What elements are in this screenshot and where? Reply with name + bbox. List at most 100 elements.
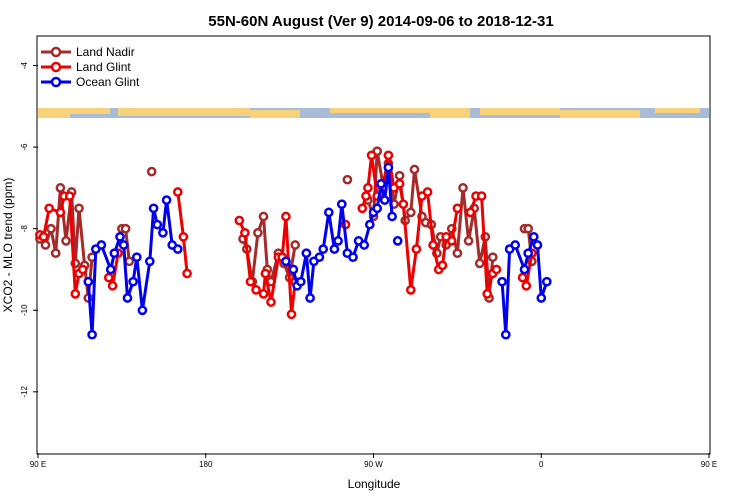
data-point-land-nadir xyxy=(452,248,463,259)
legend-label-land-glint: Land Glint xyxy=(76,60,131,74)
data-point-ocean-glint xyxy=(383,162,394,173)
data-point-ocean-glint xyxy=(288,264,299,275)
data-point-ocean-glint xyxy=(131,252,142,263)
data-point-ocean-glint xyxy=(152,219,163,230)
data-point-land-nadir xyxy=(124,256,135,267)
data-point-land-glint xyxy=(240,227,250,238)
data-point-ocean-glint xyxy=(532,240,543,250)
data-point-ocean-glint xyxy=(523,248,534,259)
data-point-land-nadir xyxy=(50,248,61,259)
legend-item-ocean-glint: Ocean Glint xyxy=(41,75,140,89)
data-point-land-glint xyxy=(476,191,487,201)
data-point-land-glint xyxy=(70,289,81,299)
y-tick-label: -10 xyxy=(20,304,29,316)
data-point-land-glint xyxy=(521,280,532,291)
data-point-land-glint xyxy=(38,231,49,242)
data-point-ocean-glint xyxy=(158,227,168,238)
data-point-land-nadir xyxy=(458,183,468,193)
map-land-patch xyxy=(330,108,430,113)
data-point-ocean-glint xyxy=(295,276,306,287)
series-land-glint xyxy=(35,150,537,320)
data-point-land-nadir xyxy=(290,240,301,250)
data-point-ocean-glint xyxy=(96,240,107,250)
legend-label-ocean-glint: Ocean Glint xyxy=(76,75,140,89)
data-point-land-nadir xyxy=(74,203,84,214)
data-point-land-nadir xyxy=(55,183,66,193)
data-point-ocean-glint xyxy=(536,293,547,303)
data-point-ocean-glint xyxy=(105,264,116,275)
data-point-land-nadir xyxy=(487,252,498,263)
data-point-ocean-glint xyxy=(500,329,511,340)
data-point-ocean-glint xyxy=(379,195,390,205)
data-point-land-glint xyxy=(517,272,528,283)
data-point-land-glint xyxy=(366,150,377,161)
data-point-land-nadir xyxy=(523,223,534,234)
data-point-land-glint xyxy=(357,203,368,214)
data-point-ocean-glint xyxy=(392,236,403,246)
y-tick-label: -12 xyxy=(20,385,29,397)
data-point-ocean-glint xyxy=(87,329,97,340)
data-point-land-nadir xyxy=(146,166,157,177)
data-point-land-nadir xyxy=(40,240,51,250)
data-point-land-glint xyxy=(103,272,114,283)
data-point-ocean-glint xyxy=(333,236,343,246)
data-point-ocean-glint xyxy=(109,248,120,259)
x-axis-label: Longitude xyxy=(348,477,401,491)
data-point-land-glint xyxy=(77,264,88,275)
y-tick-label: -6 xyxy=(20,143,29,151)
data-point-land-nadir xyxy=(120,223,131,234)
x-tick-label: 90 E xyxy=(701,460,717,469)
data-point-land-nadir xyxy=(409,164,420,175)
data-point-land-nadir xyxy=(258,211,269,222)
data-point-ocean-glint xyxy=(301,248,312,259)
data-point-ocean-glint xyxy=(528,231,539,242)
series-ocean-glint xyxy=(83,162,552,340)
series-line-land-glint xyxy=(237,215,297,316)
data-point-land-nadir xyxy=(474,258,485,269)
data-point-land-glint xyxy=(428,240,438,250)
plot-area xyxy=(36,35,711,455)
data-point-land-nadir xyxy=(342,174,353,185)
data-point-land-glint xyxy=(258,289,269,299)
data-point-ocean-glint xyxy=(510,240,521,250)
data-point-ocean-glint xyxy=(281,256,291,267)
map-strip xyxy=(38,108,709,118)
data-point-land-glint xyxy=(286,309,297,320)
map-land-patch xyxy=(430,108,470,118)
data-point-land-glint xyxy=(266,297,276,307)
data-point-land-nadir xyxy=(394,170,405,181)
data-point-land-glint xyxy=(55,207,66,218)
data-point-ocean-glint xyxy=(497,276,507,287)
data-point-land-nadir xyxy=(46,223,56,234)
data-point-land-glint xyxy=(446,236,457,246)
legend-label-land-nadir: Land Nadir xyxy=(76,45,135,59)
data-point-land-glint xyxy=(437,260,448,271)
legend-marker-land-glint xyxy=(50,61,62,73)
data-point-ocean-glint xyxy=(161,195,172,205)
legend-item-land-glint: Land Glint xyxy=(41,60,131,74)
data-point-land-glint xyxy=(245,276,256,287)
data-point-land-glint xyxy=(44,203,55,214)
data-point-ocean-glint xyxy=(318,244,329,254)
data-point-land-glint xyxy=(465,207,476,218)
data-point-land-glint xyxy=(491,264,502,275)
data-point-ocean-glint xyxy=(387,211,397,222)
data-point-land-glint xyxy=(452,203,463,214)
data-point-ocean-glint xyxy=(148,203,159,214)
legend: Land Nadir Land Glint Ocean Glint xyxy=(41,45,140,89)
x-axis: 90 E 180 90 W 0 90 E xyxy=(30,453,717,469)
data-point-land-glint xyxy=(361,191,371,201)
data-point-ocean-glint xyxy=(305,293,315,303)
data-point-land-glint xyxy=(394,178,405,189)
data-point-land-glint xyxy=(363,183,373,193)
map-land-patch xyxy=(560,110,640,118)
data-point-ocean-glint xyxy=(364,219,375,230)
data-point-land-glint xyxy=(260,268,271,279)
map-land-patch xyxy=(250,110,300,118)
map-land-patch xyxy=(118,108,250,116)
data-point-ocean-glint xyxy=(144,256,155,267)
data-point-land-glint xyxy=(422,187,433,197)
map-land-patch xyxy=(38,108,70,118)
data-point-ocean-glint xyxy=(128,276,138,287)
data-point-ocean-glint xyxy=(359,240,370,250)
